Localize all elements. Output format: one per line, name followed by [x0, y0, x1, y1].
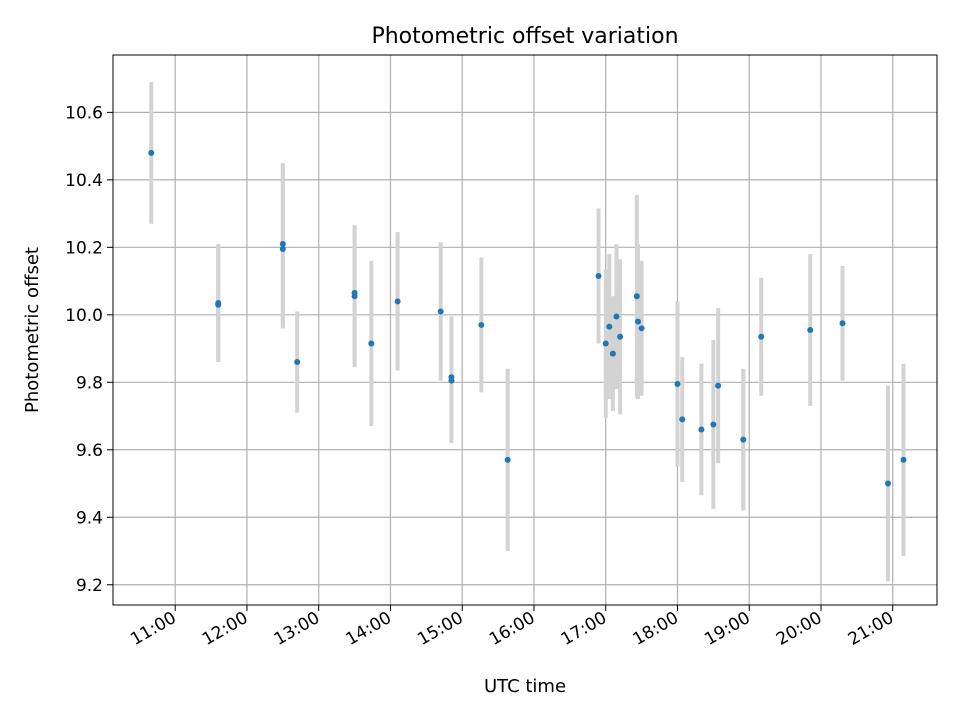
y-tick-label: 9.6	[76, 441, 103, 461]
data-point	[215, 300, 222, 307]
y-tick-label: 9.4	[76, 508, 103, 528]
data-point	[758, 333, 765, 340]
data-point	[740, 436, 747, 443]
data-point	[394, 298, 401, 305]
data-point	[504, 456, 511, 463]
data-point	[715, 382, 722, 389]
data-point	[437, 308, 444, 315]
y-tick-label: 10.4	[65, 171, 103, 191]
data-point	[900, 456, 907, 463]
y-tick-label: 10.2	[65, 238, 103, 258]
data-point	[368, 340, 375, 347]
y-tick-label: 10.6	[65, 103, 103, 123]
data-point	[606, 323, 613, 330]
data-point	[279, 246, 286, 253]
data-point	[602, 340, 609, 347]
grid	[113, 55, 937, 605]
data-points	[148, 149, 907, 487]
data-point	[613, 313, 620, 320]
data-point	[674, 380, 681, 387]
data-point	[807, 327, 814, 333]
data-point	[609, 350, 616, 357]
y-axis-label: Photometric offset	[22, 247, 43, 413]
data-point	[698, 426, 705, 433]
data-point	[294, 359, 301, 366]
data-point	[839, 320, 846, 327]
plot-frame	[112, 54, 938, 606]
data-point	[448, 374, 455, 381]
chart-title: Photometric offset variation	[371, 24, 678, 49]
y-tick-label: 9.2	[76, 576, 103, 596]
y-axis-ticks: 9.2 9.4 9.6 9.8 10.0 10.2 10.4 10.6	[65, 103, 113, 596]
y-tick-label: 10.0	[65, 306, 103, 326]
data-point	[884, 480, 891, 487]
y-tick-label: 9.8	[76, 373, 103, 393]
data-point	[635, 318, 642, 325]
data-point	[710, 421, 717, 428]
data-point	[478, 321, 485, 328]
data-point	[351, 289, 358, 296]
x-axis-label: UTC time	[484, 676, 566, 697]
data-point	[595, 273, 602, 280]
data-point	[679, 416, 686, 423]
data-point	[617, 333, 624, 340]
data-point	[638, 325, 645, 332]
data-point	[279, 240, 286, 247]
data-point	[633, 293, 640, 300]
data-point	[148, 149, 155, 156]
